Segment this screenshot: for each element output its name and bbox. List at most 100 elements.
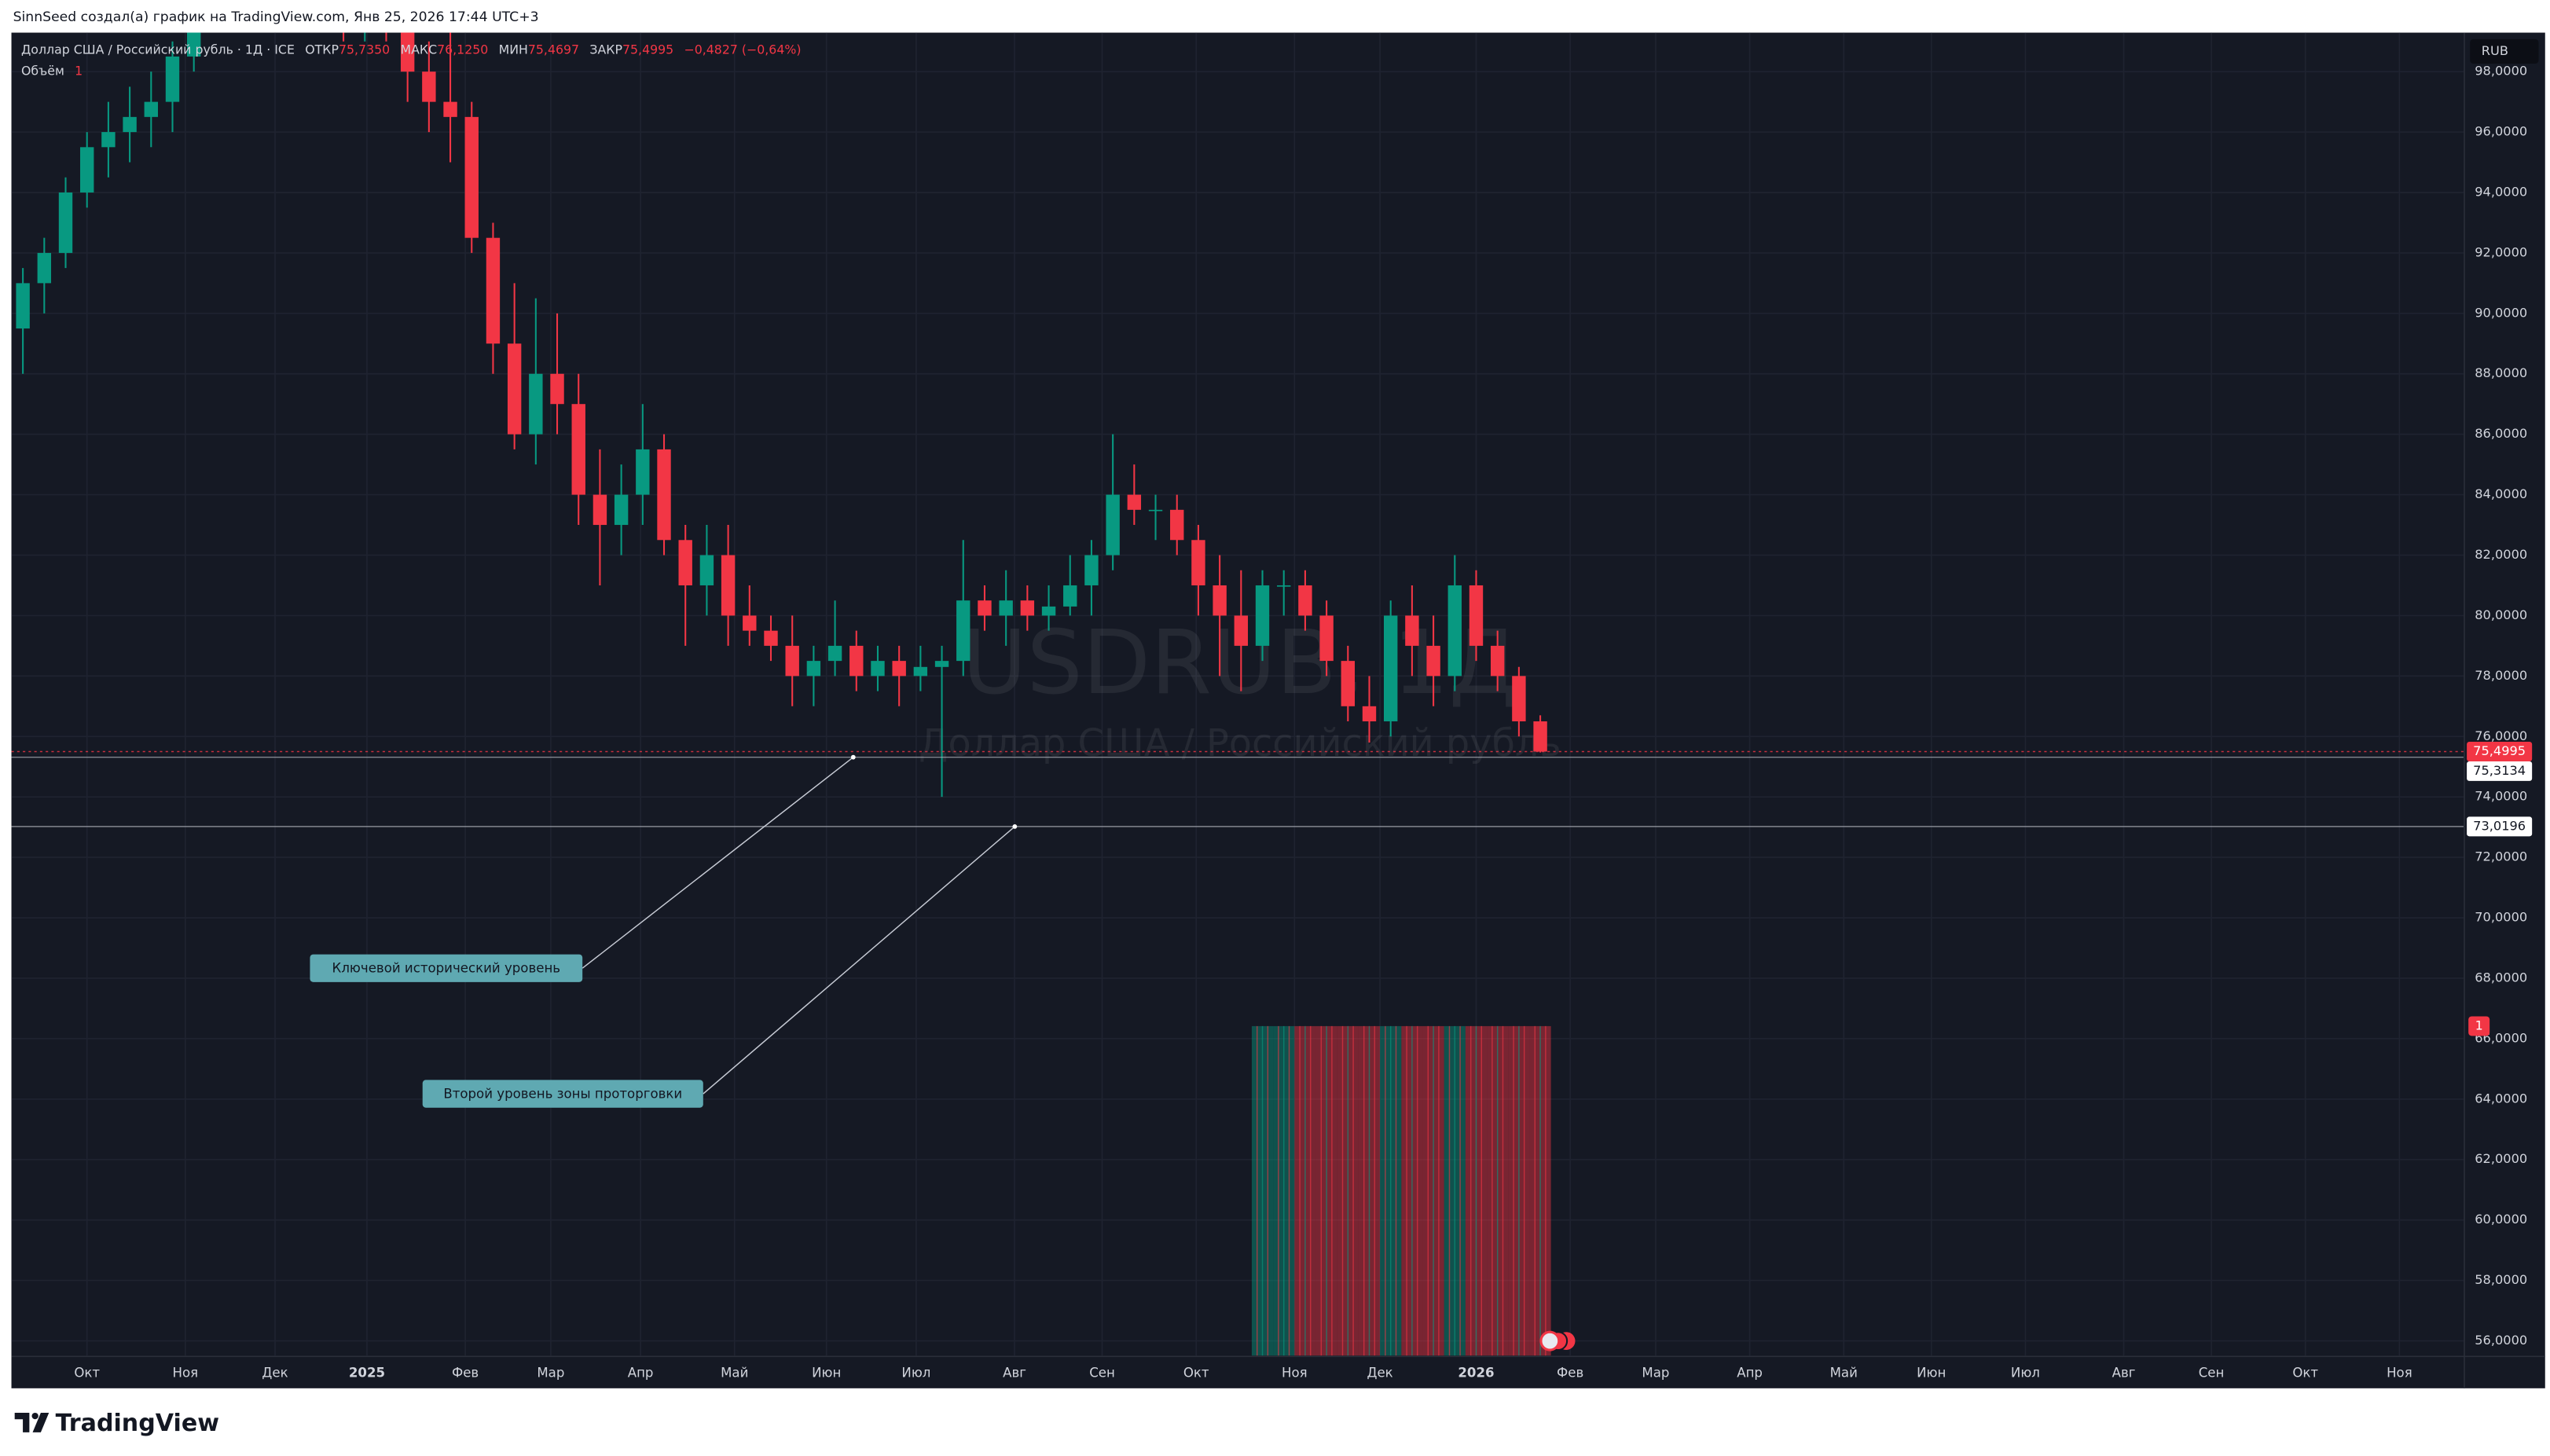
grid	[11, 32, 2464, 1356]
x-tick-label: 2025	[349, 1366, 385, 1381]
x-tick-label: Дек	[1367, 1366, 1392, 1381]
candle-body	[80, 147, 94, 193]
candle-body	[550, 373, 564, 405]
x-tick-label: Май	[1830, 1366, 1858, 1381]
y-tick-label: 74,0000	[2475, 789, 2527, 804]
candle-body	[956, 600, 970, 662]
y-tick-label: 84,0000	[2475, 486, 2527, 501]
callout-anchor	[850, 754, 856, 760]
candle-body	[1084, 555, 1099, 585]
candle-body	[1277, 585, 1291, 587]
price-label: 75,3134	[2473, 763, 2526, 778]
candle-body	[1362, 706, 1377, 722]
symbol-legend: Доллар США / Российский рубль · 1Д · ICE	[21, 42, 295, 57]
y-tick-label: 72,0000	[2475, 849, 2527, 864]
candle-body	[529, 373, 543, 435]
currency-label[interactable]: RUB	[2482, 43, 2508, 58]
x-tick-label: Авг	[1003, 1366, 1026, 1381]
y-tick-label: 88,0000	[2475, 365, 2527, 380]
candle-body	[871, 661, 885, 677]
price-label-box	[2467, 816, 2533, 837]
candle-body	[785, 645, 799, 677]
candle-body	[978, 600, 992, 616]
candle-body	[1106, 494, 1120, 556]
legend-value: 75,4697	[528, 42, 579, 57]
candle-body	[16, 283, 30, 329]
candle-body	[486, 237, 501, 344]
candle-body	[443, 101, 457, 117]
currency-box[interactable]	[2470, 39, 2539, 64]
candle-body	[101, 132, 116, 148]
candle-body	[1063, 585, 1077, 607]
callout-text: Ключевой исторический уровень	[332, 961, 561, 976]
candle-body	[1041, 606, 1056, 616]
candle-body	[1490, 645, 1505, 677]
price-label-box	[2467, 742, 2533, 761]
logo-text: TradingView	[56, 1410, 219, 1437]
candle-body	[1469, 585, 1484, 646]
candle-body	[913, 666, 928, 677]
event-icon[interactable]	[1539, 1330, 1561, 1351]
candle-body	[1383, 615, 1398, 722]
x-tick-label: Окт	[2292, 1366, 2318, 1381]
header-text: SinnSeed создал(а) график на TradingView…	[13, 9, 539, 25]
candle-body	[37, 252, 52, 284]
x-tick-label: Фев	[452, 1366, 479, 1381]
volume-pane	[1251, 1025, 1551, 1356]
candle-body	[699, 555, 714, 585]
x-tick-label: 2026	[1458, 1366, 1494, 1381]
callout-line	[582, 757, 854, 969]
callout-box	[310, 954, 583, 982]
y-tick-label: 76,0000	[2475, 728, 2527, 743]
candle-body	[614, 494, 629, 526]
legend-label: МИН	[499, 42, 528, 57]
y-tick-label: 94,0000	[2475, 184, 2527, 199]
logo-mark	[14, 1412, 50, 1432]
candle-body	[144, 101, 159, 117]
candle-body	[657, 449, 671, 541]
price-label: 73,0196	[2473, 818, 2526, 833]
candle-body	[1148, 509, 1163, 512]
candle-body	[1255, 585, 1270, 646]
candle-body	[464, 116, 479, 238]
volume-scale-label: 1	[2475, 1018, 2483, 1032]
candle-body	[678, 540, 692, 585]
y-tick-label: 62,0000	[2475, 1151, 2527, 1166]
price-label: 75,4995	[2473, 743, 2526, 758]
volume-scale-box	[2468, 1016, 2490, 1036]
event-icons	[1539, 1330, 1576, 1351]
callout-text: Второй уровень зоны проторговки	[443, 1087, 682, 1102]
candle-body	[1234, 615, 1249, 646]
candle-body	[1127, 494, 1142, 510]
candle-body	[827, 645, 842, 662]
x-tick-label: Сен	[2199, 1366, 2225, 1381]
y-tick-label: 58,0000	[2475, 1272, 2527, 1287]
legend-value: 75,7350	[339, 42, 390, 57]
y-tick-label: 92,0000	[2475, 244, 2527, 259]
y-tick-label: 82,0000	[2475, 547, 2527, 562]
candle-body	[721, 555, 736, 616]
candle-body	[1512, 676, 1526, 722]
candle-body	[1405, 615, 1419, 646]
x-tick-label: Сен	[1089, 1366, 1115, 1381]
y-tick-label: 86,0000	[2475, 426, 2527, 441]
x-tick-label: Ноя	[173, 1366, 199, 1381]
candle-body	[1533, 721, 1547, 752]
candle-body	[1319, 615, 1334, 662]
candle-body	[806, 661, 821, 677]
x-tick-label: Апр	[628, 1366, 654, 1381]
x-tick-label: Май	[721, 1366, 748, 1381]
x-tick-label: Июн	[812, 1366, 841, 1381]
watermark-subtitle: Доллар США / Российский рубль	[919, 722, 1561, 765]
y-tick-label: 80,0000	[2475, 607, 2527, 622]
candle-body	[999, 600, 1013, 616]
legend: Доллар США / Российский рубль · 1Д · ICE…	[21, 42, 802, 57]
y-tick-label: 68,0000	[2475, 970, 2527, 985]
legend-value: 76,1250	[437, 42, 488, 57]
x-tick-label: Окт	[74, 1366, 100, 1381]
candle-body	[636, 449, 650, 495]
candle-body	[593, 494, 607, 526]
y-tick-label: 96,0000	[2475, 124, 2527, 139]
candle-body	[764, 630, 778, 646]
y-tick-label: 64,0000	[2475, 1091, 2527, 1106]
